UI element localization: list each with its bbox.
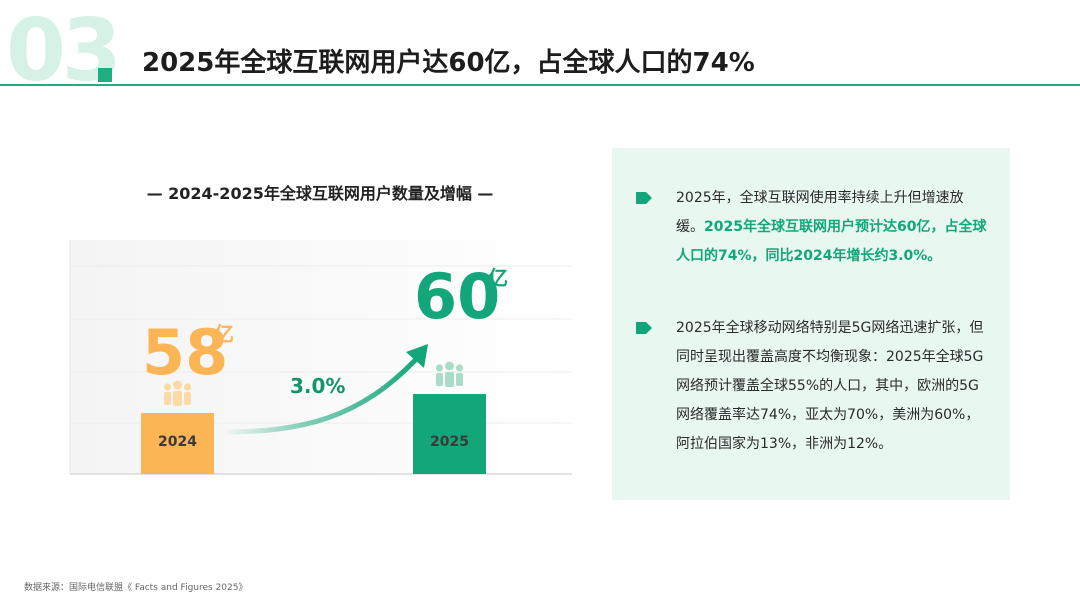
growth-arrow-head (406, 344, 428, 368)
bullet-1-plain: 2025年，全球互联网使用率持续上升但增速放缓。 (676, 190, 964, 235)
bullet-marker-icon (636, 192, 652, 204)
bullet-1-text: 2025年，全球互联网使用率持续上升但增速放缓。2025年全球互联网用户预计达6… (638, 184, 988, 271)
category-label-2024: 2024 (158, 434, 197, 450)
growth-arrow (219, 352, 423, 435)
category-label-2025: 2025 (430, 434, 469, 450)
people-icon-2024 (163, 380, 192, 406)
gridlines (70, 265, 572, 424)
unit-label-2025: 亿 (488, 266, 508, 290)
page-title: 2025年全球互联网用户达60亿，占全球人口的74% (142, 48, 755, 78)
unit-label-2024: 亿 (214, 322, 234, 346)
growth-label: 3.0% (290, 374, 346, 398)
value-label-2024: 58 (142, 316, 229, 389)
bullet-1-highlight: 2025年全球互联网用户预计达60亿，占全球人口的74%，同比2024年增长约3… (676, 219, 987, 264)
chart-title: — 2024-2025年全球互联网用户数量及增幅 — (146, 184, 494, 203)
source-note: 数据来源：国际电信联盟《 Facts and Figures 2025》 (24, 583, 248, 593)
bullet-2: 2025年全球移动网络特别是5G网络迅速扩张，但同时呈现出覆盖高度不均衡现象：2… (636, 314, 988, 459)
bars (141, 394, 486, 474)
bullet-marker-icon (636, 322, 652, 334)
people-icons (163, 361, 464, 406)
bar-2024 (141, 413, 214, 474)
bar-2025 (413, 394, 486, 474)
title-rule (0, 84, 1080, 86)
value-label-2025: 60 (414, 260, 501, 333)
info-panel: 2025年，全球互联网使用率持续上升但增速放缓。2025年全球互联网用户预计达6… (612, 148, 1010, 500)
bullet-2-text: 2025年全球移动网络特别是5G网络迅速扩张，但同时呈现出覆盖高度不均衡现象：2… (676, 320, 984, 452)
section-dot (98, 68, 112, 82)
people-icon-2025 (435, 361, 464, 387)
bullet-1: 2025年，全球互联网使用率持续上升但增速放缓。2025年全球互联网用户预计达6… (636, 184, 988, 271)
